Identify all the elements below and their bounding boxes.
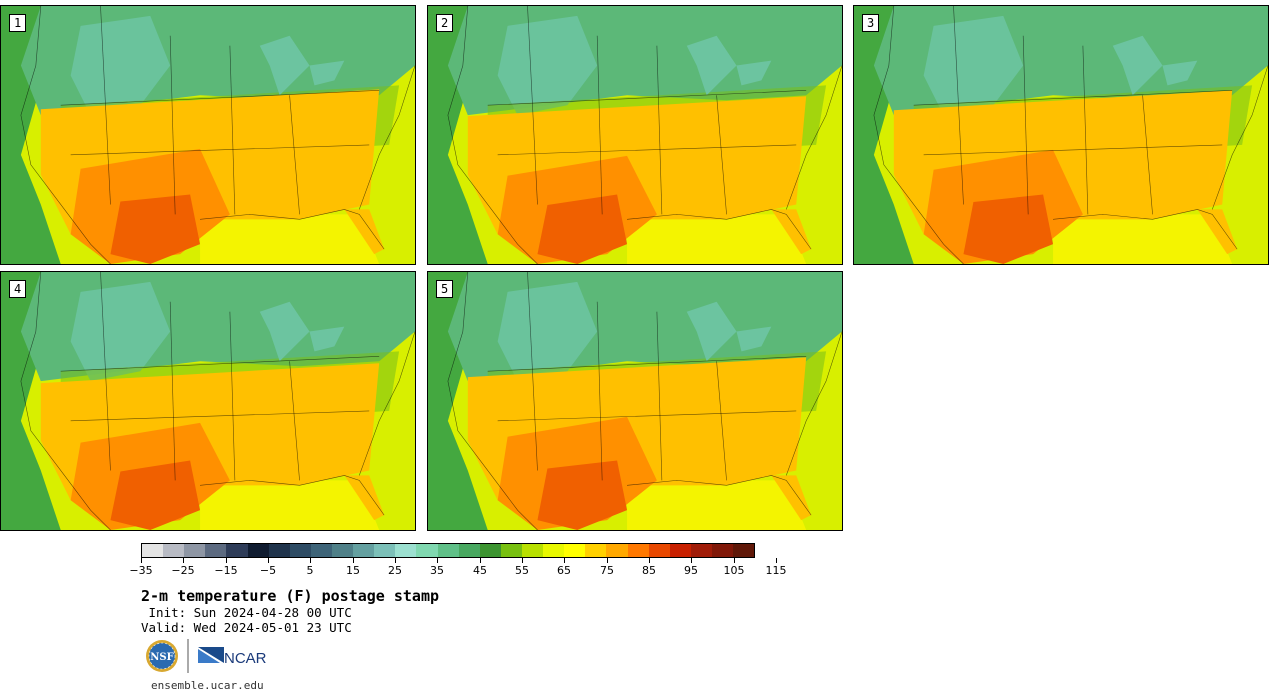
colorbar-swatch xyxy=(184,544,206,557)
colorbar-tick-label: −15 xyxy=(214,564,238,577)
colorbar-swatch xyxy=(142,544,164,557)
colorbar-tick-label: 45 xyxy=(473,564,487,577)
colorbar-swatch xyxy=(690,544,712,557)
valid-time: Valid: Wed 2024-05-01 23 UTC xyxy=(141,620,352,635)
colorbar-tick-label: 5 xyxy=(306,564,314,577)
ncar-logo-text: NCAR xyxy=(224,650,267,667)
colorbar-tick xyxy=(522,558,523,563)
colorbar-tick-label: −25 xyxy=(171,564,195,577)
colorbar-tick-label: 35 xyxy=(430,564,444,577)
member-panel-5: 5 xyxy=(427,271,843,531)
colorbar-tick xyxy=(141,558,142,563)
colorbar-tick xyxy=(310,558,311,563)
colorbar-swatch xyxy=(479,544,501,557)
colorbar-tick xyxy=(268,558,269,563)
init-time: Init: Sun 2024-04-28 00 UTC xyxy=(141,605,352,620)
colorbar-tick-label: 65 xyxy=(557,564,571,577)
colorbar-swatch xyxy=(268,544,290,557)
colorbar-swatch xyxy=(521,544,544,557)
colorbar-tick-label: 85 xyxy=(642,564,656,577)
colorbar-tick xyxy=(183,558,184,563)
colorbar-swatch xyxy=(374,544,396,557)
member-panel-1: 1 xyxy=(0,5,416,265)
member-label: 1 xyxy=(9,14,27,32)
temperature-map xyxy=(428,6,842,264)
ncar-logo: NCAR xyxy=(198,647,267,667)
member-label: 4 xyxy=(9,280,27,298)
colorbar-swatch xyxy=(606,544,628,557)
colorbar-tick xyxy=(776,558,777,563)
colorbar-swatch xyxy=(353,544,375,557)
colorbar-tick xyxy=(226,558,227,563)
colorbar-tick xyxy=(691,558,692,563)
colorbar-tick xyxy=(564,558,565,563)
colorbar-tick-label: 75 xyxy=(600,564,614,577)
temperature-map xyxy=(1,272,415,530)
member-panel-3: 3 xyxy=(853,5,1269,265)
colorbar-tick xyxy=(734,558,735,563)
colorbar-swatch xyxy=(543,544,565,557)
member-panel-2: 2 xyxy=(427,5,843,265)
colorbar-swatch xyxy=(500,544,522,557)
member-panel-4: 4 xyxy=(0,271,416,531)
colorbar-tick xyxy=(437,558,438,563)
colorbar-swatch xyxy=(585,544,607,557)
logos: NSF NCAR xyxy=(146,639,267,673)
colorbar-ticks: −35 −25 −15 −5 5 15 25 35 45 55 65 75 85 95 105 115 xyxy=(129,558,787,578)
colorbar-tick xyxy=(607,558,608,563)
colorbar-tick xyxy=(649,558,650,563)
nsf-logo: NSF xyxy=(146,640,178,672)
colorbar-tick-label: 95 xyxy=(684,564,698,577)
colorbar-tick-label: 115 xyxy=(765,564,787,577)
member-label: 3 xyxy=(862,14,880,32)
website-url: ensemble.ucar.edu xyxy=(151,679,264,692)
plot-title: 2-m temperature (F) postage stamp xyxy=(141,587,440,605)
colorbar-swatch xyxy=(416,544,438,557)
temperature-map xyxy=(428,272,842,530)
colorbar-swatch xyxy=(310,544,332,557)
colorbar-tick-label: 55 xyxy=(515,564,529,577)
colorbar-tick-label: −35 xyxy=(129,564,153,577)
colorbar-tick-label: 25 xyxy=(388,564,402,577)
colorbar-tick-label: 15 xyxy=(346,564,360,577)
colorbar-swatch xyxy=(437,544,459,557)
colorbar-swatch xyxy=(395,544,417,557)
colorbar-swatch xyxy=(331,544,354,557)
colorbar-tick xyxy=(395,558,396,563)
temperature-map xyxy=(1,6,415,264)
colorbar-swatch xyxy=(669,544,691,557)
colorbar-swatch xyxy=(627,544,649,557)
colorbar-tick-label: 105 xyxy=(723,564,745,577)
colorbar-swatch xyxy=(564,544,586,557)
colorbar-tick xyxy=(480,558,481,563)
colorbar-swatch xyxy=(163,544,185,557)
colorbar-swatch xyxy=(289,544,311,557)
colorbar-swatch xyxy=(226,544,248,557)
colorbar-tick xyxy=(353,558,354,563)
colorbar-swatch xyxy=(648,544,670,557)
nsf-logo-text: NSF xyxy=(150,652,173,663)
colorbar-swatch xyxy=(711,544,734,557)
temperature-map xyxy=(854,6,1268,264)
colorbar-swatch xyxy=(247,544,269,557)
colorbar-tick-label: −5 xyxy=(259,564,277,577)
member-label: 2 xyxy=(436,14,454,32)
member-label: 5 xyxy=(436,280,454,298)
colorbar-swatch xyxy=(458,544,480,557)
colorbar-swatch xyxy=(205,544,227,557)
temperature-colorbar xyxy=(141,543,755,558)
colorbar-swatch xyxy=(733,544,755,557)
